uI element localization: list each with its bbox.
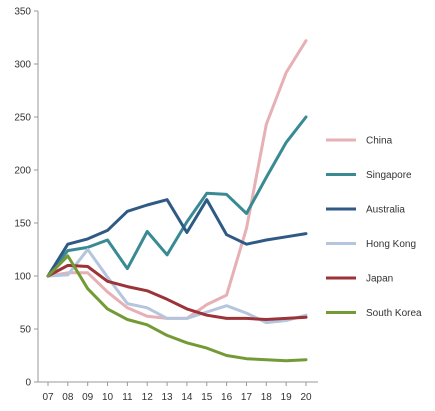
x-tick-label: 17 bbox=[241, 392, 253, 403]
y-ticks: 0 50 100 150 200 250 300 350 bbox=[14, 7, 38, 389]
x-tick-label: 12 bbox=[142, 392, 154, 403]
legend-label: South Korea bbox=[366, 308, 422, 319]
series-line-south-korea bbox=[46, 254, 308, 363]
series-lines bbox=[46, 39, 308, 363]
y-tick-label: 250 bbox=[14, 113, 31, 124]
legend-label: Hong Kong bbox=[366, 239, 416, 250]
series-line-hong-kong bbox=[46, 248, 308, 325]
x-tick-label: 10 bbox=[102, 392, 114, 403]
y-tick-label: 300 bbox=[14, 60, 31, 71]
legend-label: Singapore bbox=[366, 170, 412, 181]
legend-label: China bbox=[366, 136, 393, 147]
series-line-australia bbox=[46, 198, 308, 278]
y-tick-label: 50 bbox=[20, 325, 32, 336]
x-tick-label: 08 bbox=[62, 392, 74, 403]
x-tick-label: 20 bbox=[300, 392, 312, 403]
series-line-japan bbox=[46, 263, 308, 321]
axes bbox=[37, 11, 318, 383]
series-line-singapore bbox=[46, 115, 308, 278]
y-tick-label: 150 bbox=[14, 219, 31, 230]
x-tick-label: 16 bbox=[221, 392, 233, 403]
y-tick-label: 0 bbox=[25, 378, 31, 389]
y-tick-label: 350 bbox=[14, 7, 31, 18]
x-tick-label: 15 bbox=[201, 392, 213, 403]
x-tick-label: 13 bbox=[162, 392, 174, 403]
x-tick-label: 14 bbox=[181, 392, 193, 403]
x-tick-label: 09 bbox=[82, 392, 94, 403]
x-tick-label: 19 bbox=[281, 392, 293, 403]
y-tick-label: 100 bbox=[14, 272, 31, 283]
x-tick-label: 07 bbox=[42, 392, 54, 403]
legend-label: Australia bbox=[366, 205, 405, 216]
x-tick-label: 11 bbox=[122, 392, 133, 403]
x-ticks: 07 08 09 10 11 12 13 14 15 16 17 18 19 20 bbox=[42, 382, 312, 403]
y-tick-label: 200 bbox=[14, 166, 31, 177]
legend-label: Japan bbox=[366, 274, 393, 285]
series-line-china bbox=[46, 39, 308, 320]
x-tick-label: 18 bbox=[261, 392, 273, 403]
legend: China Singapore Australia Hong Kong Japan Sou… bbox=[326, 136, 422, 319]
